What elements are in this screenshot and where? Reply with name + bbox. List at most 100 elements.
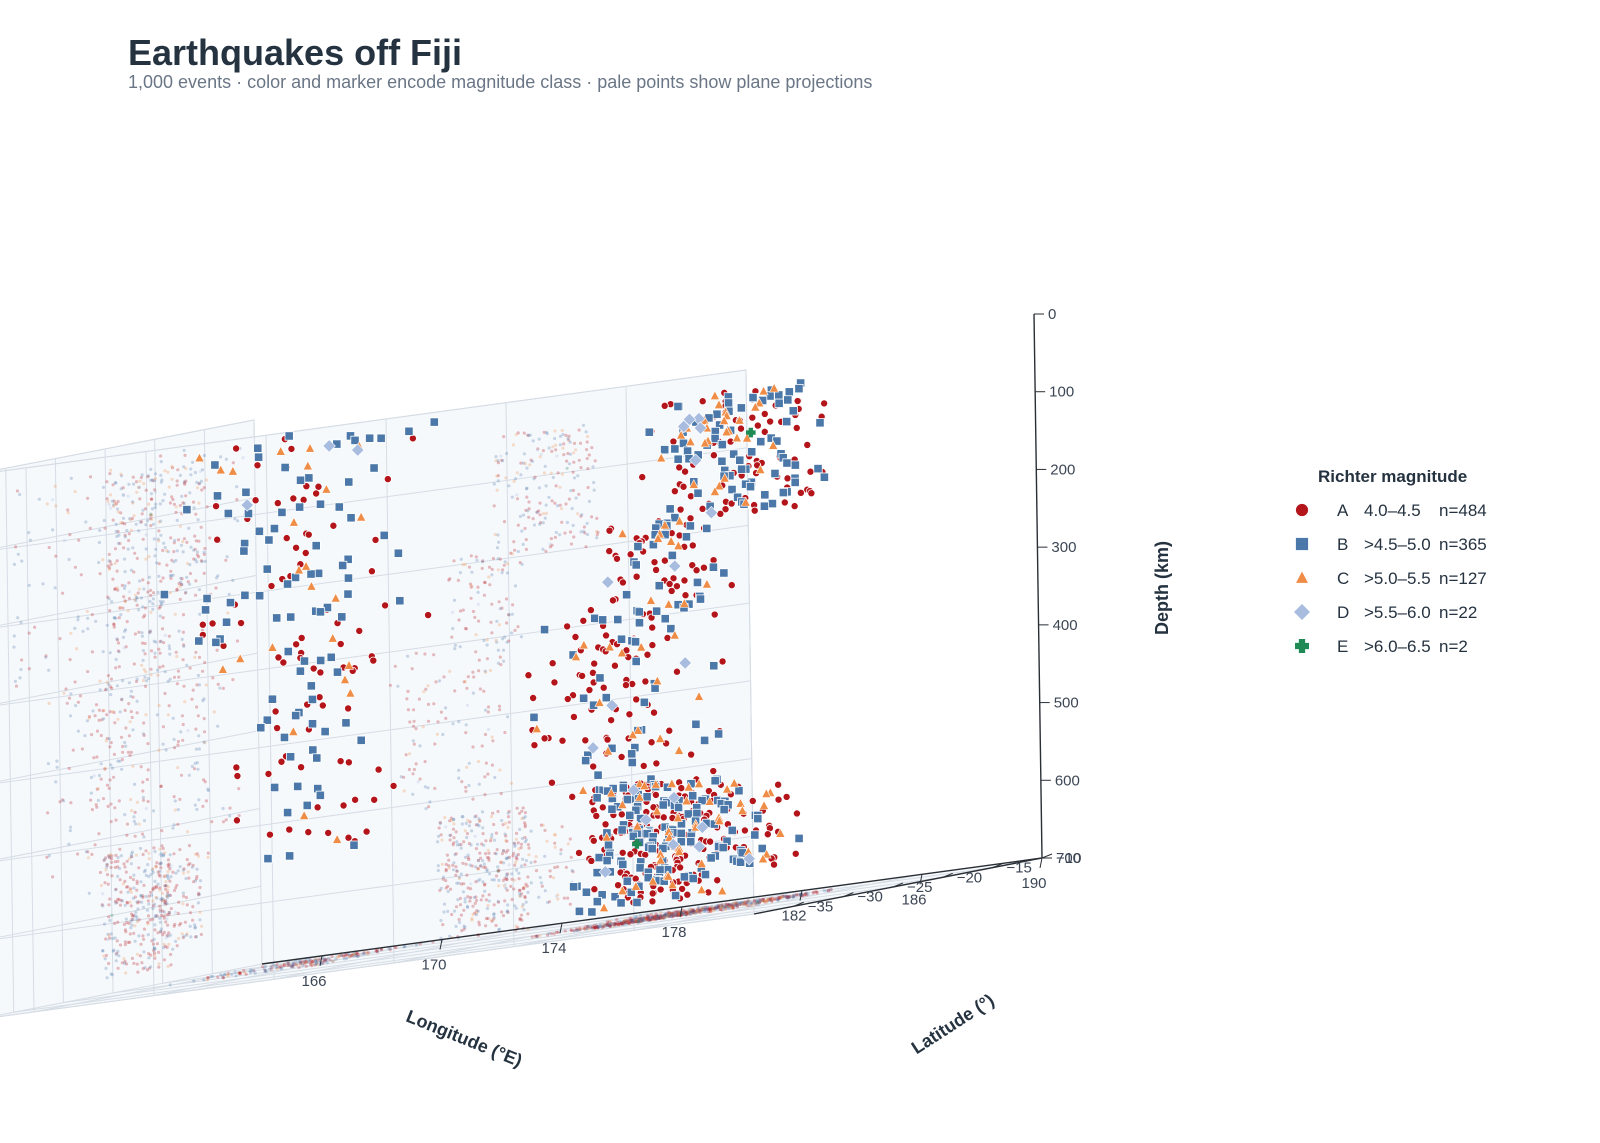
projection-point [154,895,158,900]
projection-point [656,916,661,921]
projection-point [103,766,107,771]
projection-point [66,508,70,512]
projection-point [578,926,582,930]
data-point [679,482,688,491]
x-tick-label: 170 [421,957,446,974]
projection-point [556,471,560,475]
projection-point [54,780,58,784]
projection-point [121,744,125,749]
projection-point [235,485,239,489]
projection-point [569,489,573,493]
legend-item: A 4.0–4.5 n=484 [1295,501,1487,520]
projection-point [197,683,202,687]
data-point [287,444,296,453]
projection-point [715,906,719,910]
projection-point [464,627,469,631]
projection-point [655,914,660,918]
projection-point [414,727,418,731]
projection-point [185,858,189,862]
projection-point [512,841,516,845]
projection-point [574,927,579,931]
projection-point [172,675,177,679]
projection-point [134,480,139,484]
projection-point [520,809,524,813]
projection-point [482,689,486,693]
projection-point [465,686,469,690]
projection-point [141,789,145,793]
projection-point [700,908,704,912]
projection-point [295,963,299,967]
data-point [581,755,591,766]
projection-point [628,919,633,923]
projection-point [586,435,590,439]
projection-point [492,903,496,907]
projection-point [626,920,630,925]
grid-line [54,458,64,1003]
projection-point [151,899,155,903]
projection-point [534,855,538,859]
projection-point [471,609,476,614]
projection-point [92,756,96,760]
data-point [370,795,379,804]
projection-point [202,571,206,576]
projection-point [514,843,518,847]
projection-point [151,607,155,611]
projection-point [147,966,152,970]
projection-point [161,742,165,746]
projection-point [134,853,138,857]
projection-point [126,901,130,905]
projection-point [706,910,710,914]
data-point [334,502,344,512]
projection-point [547,495,551,499]
projection-point [154,886,158,890]
projection-point [172,502,176,506]
projection-point [513,904,517,908]
projection-point [444,879,448,883]
data-point [648,889,657,898]
projection-point [113,547,118,551]
projection-point [652,914,656,918]
projection-point [494,455,498,459]
projection-point [76,618,80,622]
projection-point [553,845,557,849]
projection-point [107,597,111,601]
projection-point [505,888,509,892]
projection-point [516,549,520,554]
projection-point [485,638,489,642]
projection-point [476,867,480,871]
projection-point [146,933,150,937]
data-point [719,804,729,815]
data-point [617,810,626,819]
data-point [379,530,389,540]
projection-point [107,854,111,858]
grid-line [145,451,155,996]
projection-point [168,867,172,871]
data-point [719,568,729,578]
x-tick-mark [1039,857,1043,869]
projection-point [141,605,145,609]
projection-point [227,592,231,596]
projection-point [125,822,130,826]
projection-point [197,734,201,738]
projection-point [667,912,671,916]
projection-point [65,701,69,705]
projection-point [605,923,609,927]
projection-point [97,718,101,722]
projection-point [118,847,122,851]
projection-point [416,780,420,784]
projection-point [624,918,628,922]
projection-point [127,538,131,543]
projection-point [221,686,225,691]
projection-point [175,587,179,591]
projection-point [633,917,638,921]
projection-point [189,935,193,939]
projection-point [474,650,478,654]
projection-point [606,924,610,928]
projection-point [524,900,528,904]
projection-point [262,967,266,971]
projection-point [130,855,134,859]
projection-point [700,907,704,911]
projection-point [470,918,474,922]
data-point [736,403,746,413]
projection-point [685,912,689,916]
